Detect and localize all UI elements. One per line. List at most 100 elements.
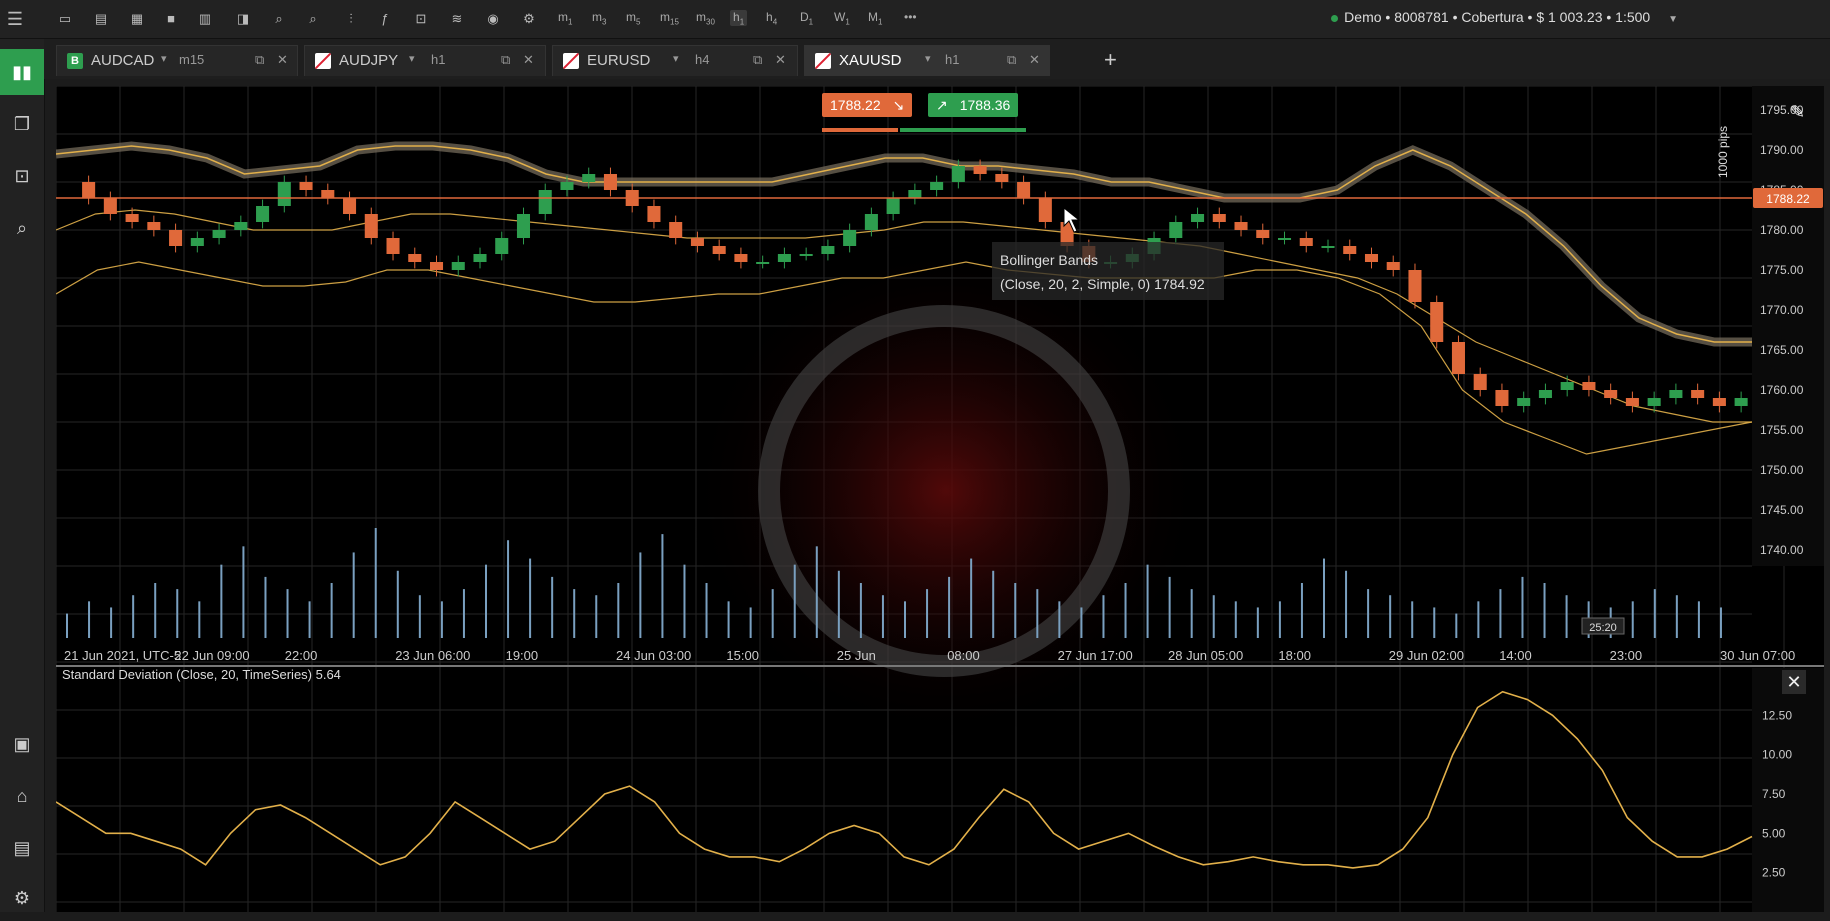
wallet-icon[interactable]: ▤	[13, 838, 31, 858]
price-tick-label: 1750.00	[1760, 463, 1804, 477]
automate-icon[interactable]: ⊡	[14, 166, 30, 186]
indicators-icon[interactable]: ƒ	[381, 11, 389, 26]
chevron-down-icon[interactable]: ▾	[673, 53, 679, 65]
popout-icon[interactable]: ⧉	[255, 52, 265, 67]
chevron-down-icon[interactable]: ▾	[925, 53, 931, 65]
time-tick-label: 14:00	[1499, 648, 1532, 663]
timeframe-m5[interactable]: m5	[626, 10, 641, 27]
sell-button[interactable]: 1788.22 ↘	[822, 93, 913, 117]
time-tick-label: 27 Jun 17:00	[1058, 648, 1133, 663]
close-icon[interactable]: ✕	[523, 52, 534, 67]
tab-eurusd[interactable]: EURUSD ▾ h4 ⧉ ✕	[552, 45, 798, 76]
candle-body	[82, 182, 96, 198]
chevron-down-icon[interactable]: ▾	[409, 53, 415, 65]
time-tick-label: 19:00	[506, 648, 539, 663]
pips-scale-label: 1000 pips	[1716, 125, 1730, 178]
candle-body	[256, 206, 270, 222]
chart-area[interactable]: 1795.001790.001785.001780.001775.001770.…	[55, 85, 1824, 912]
timeframe-w1[interactable]: W1	[834, 10, 850, 27]
trade-watch-icon[interactable]: ▮▮	[0, 49, 44, 95]
connection-status-icon	[1331, 14, 1339, 22]
timeframe-m1[interactable]: m1	[558, 10, 573, 27]
candle-body	[1169, 222, 1183, 238]
single-layout-icon[interactable]: ■	[167, 11, 175, 26]
hamburger-menu-icon[interactable]: ☰	[6, 9, 24, 29]
buy-button[interactable]: ↗ 1788.36	[928, 93, 1019, 117]
layers-icon[interactable]: ≋	[451, 11, 463, 26]
tab-audjpy[interactable]: AUDJPY ▾ h1 ⧉ ✕	[304, 45, 546, 76]
chart-mode-icon[interactable]: ◨	[236, 11, 250, 26]
volume-bar	[1234, 601, 1237, 638]
buy-spread-bar	[900, 128, 1026, 132]
tab-symbol: AUDCAD	[91, 52, 155, 69]
tab-timeframe[interactable]: h4	[695, 52, 710, 67]
timeframe-m30[interactable]: m30	[696, 10, 715, 27]
volume-bar	[1146, 564, 1149, 638]
popout-icon[interactable]: ⧉	[1007, 52, 1017, 67]
close-icon[interactable]: ✕	[277, 52, 288, 67]
volume-bar	[264, 576, 267, 638]
grid-layout-icon[interactable]: ▦	[130, 11, 144, 26]
indicator-tick-label: 12.50	[1762, 708, 1792, 722]
close-icon[interactable]: ✕	[775, 52, 786, 67]
tab-audcad[interactable]: B AUDCAD ▾ m15 ⧉ ✕	[56, 45, 298, 76]
chart-canvas[interactable]: 1795.001790.001785.001780.001775.001770.…	[55, 85, 1824, 912]
candle-body	[1408, 270, 1422, 302]
close-indicator-button[interactable]: ✕	[1782, 670, 1806, 694]
drawing-tools-icon[interactable]: ⚙	[523, 11, 535, 26]
store-icon[interactable]: ⌂	[16, 786, 28, 806]
add-tab-button[interactable]: +	[1104, 47, 1117, 72]
tooltip-value: 1784.92	[1154, 276, 1205, 292]
time-tick-label: 15:00	[726, 648, 759, 663]
cbot-icon[interactable]: ⊡	[415, 11, 427, 26]
tab-symbol: EURUSD	[587, 52, 651, 69]
portfolio-icon[interactable]: ▣	[13, 734, 31, 754]
tab-timeframe[interactable]: m15	[179, 52, 205, 67]
zoom-in-icon[interactable]: ⌕	[275, 11, 283, 26]
candle-body	[386, 238, 400, 254]
edit-icon[interactable]: ✎	[1790, 102, 1806, 122]
tab-symbol: AUDJPY	[339, 52, 399, 69]
close-icon[interactable]: ✕	[1029, 52, 1040, 67]
zoom-out-icon[interactable]: ⌕	[309, 11, 317, 26]
buy-price: 1788.36	[959, 97, 1011, 113]
volume-bar	[132, 595, 135, 638]
price-tick-label: 1745.00	[1760, 503, 1804, 517]
account-selector[interactable]: Demo • 8008781 • Cobertura • $ 1 003.23 …	[1331, 9, 1678, 25]
volume-bar	[1168, 576, 1171, 638]
analyze-icon[interactable]: ⌕	[16, 218, 28, 238]
tab-xauusd[interactable]: XAUUSD ▾ h1 ⧉ ✕	[804, 45, 1050, 76]
timeframe-d1[interactable]: D1	[800, 10, 814, 27]
timeframe-h1[interactable]: h1	[730, 10, 748, 27]
candle-body	[299, 182, 313, 190]
more-timeframes-button[interactable]: •••	[904, 10, 917, 24]
candle-body	[538, 190, 552, 214]
timeframe-h4[interactable]: h4	[766, 10, 778, 27]
volume-bar	[352, 552, 355, 638]
tab-timeframe[interactable]: h1	[431, 52, 446, 67]
volume-bar	[242, 546, 245, 638]
timeframe-m3[interactable]: m3	[592, 10, 607, 27]
tab-timeframe[interactable]: h1	[945, 52, 960, 67]
popout-icon[interactable]: ⧉	[501, 52, 511, 67]
chart-type-icon[interactable]: ⫶	[349, 11, 353, 26]
eye-icon[interactable]: ◉	[487, 11, 499, 26]
candle-body	[756, 262, 770, 264]
candle-body	[712, 246, 726, 254]
volume-bar	[529, 558, 532, 638]
new-chart-icon[interactable]: ▭	[58, 11, 72, 26]
candle-body	[1430, 302, 1444, 342]
timeframe-m15[interactable]: m15	[660, 10, 679, 27]
volume-bar	[595, 595, 598, 638]
settings-gear-icon[interactable]: ⚙	[13, 888, 31, 908]
timeframe-mn1[interactable]: M1	[868, 10, 883, 27]
volume-bar	[1521, 576, 1524, 638]
chevron-down-icon[interactable]: ▼	[1668, 14, 1678, 25]
candle-body	[1321, 246, 1335, 248]
copy-icon[interactable]: ❐	[13, 114, 31, 134]
volume-bar	[462, 589, 465, 638]
split-layout-icon[interactable]: ▥	[198, 11, 212, 26]
chevron-down-icon[interactable]: ▾	[161, 53, 167, 65]
layout-icon[interactable]: ▤	[94, 11, 108, 26]
popout-icon[interactable]: ⧉	[753, 52, 763, 67]
